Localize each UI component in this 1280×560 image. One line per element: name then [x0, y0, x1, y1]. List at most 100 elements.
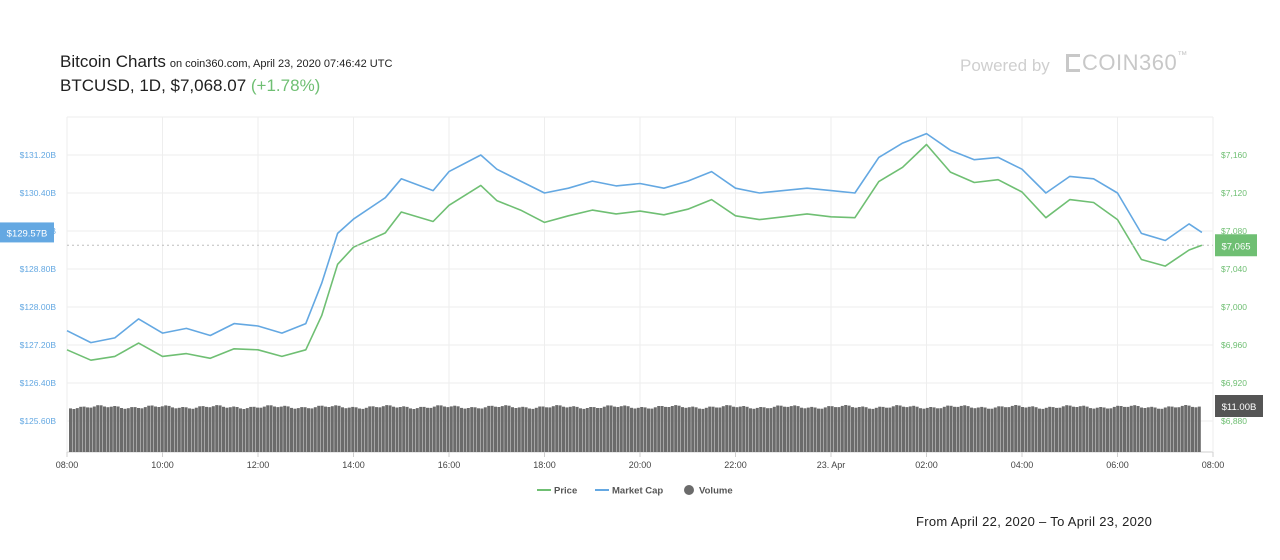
- volume-bar: [409, 408, 412, 452]
- volume-badge-label: $11.00B: [1222, 402, 1257, 413]
- volume-bar: [613, 406, 616, 452]
- volume-bar: [752, 408, 756, 452]
- volume-bar: [837, 407, 841, 452]
- volume-bar: [1044, 407, 1048, 452]
- chart-grid: [66, 116, 1214, 453]
- volume-bar: [1167, 406, 1171, 452]
- volume-bar: [820, 408, 824, 452]
- volume-bar: [446, 407, 450, 452]
- volume-bar: [1010, 405, 1014, 452]
- volume-bar: [1136, 406, 1140, 452]
- volume-bar: [677, 405, 681, 452]
- volume-bar: [249, 406, 253, 452]
- volume-bar: [908, 406, 912, 452]
- volume-bar: [732, 406, 735, 452]
- volume-bar: [1112, 406, 1116, 452]
- volume-bar: [1031, 406, 1035, 452]
- legend-item[interactable]: Volume: [684, 485, 733, 497]
- volume-bar: [341, 407, 344, 452]
- volume-bar: [96, 405, 100, 452]
- volume-bar: [742, 406, 746, 452]
- volume-bar: [568, 406, 572, 452]
- right-tick-label: $7,000: [1221, 302, 1247, 312]
- volume-bar: [300, 407, 304, 452]
- volume-bar: [256, 407, 259, 452]
- volume-bar: [725, 405, 729, 452]
- volume-bar: [422, 406, 426, 452]
- volume-bar: [548, 407, 552, 452]
- volume-bar: [252, 406, 256, 452]
- volume-bar: [466, 408, 470, 452]
- volume-bar: [1106, 408, 1109, 452]
- volume-bar: [779, 405, 783, 452]
- x-tick-label: 04:00: [1011, 460, 1034, 470]
- volume-bar: [783, 406, 786, 452]
- volume-bar: [72, 409, 76, 452]
- volume-bar: [181, 407, 185, 452]
- volume-bar: [919, 408, 922, 452]
- x-tick-label: 18:00: [533, 460, 556, 470]
- volume-bar: [997, 406, 1001, 452]
- page-title: Bitcoin Charts: [60, 52, 166, 71]
- volume-bar: [470, 407, 474, 452]
- volume-bar: [885, 407, 888, 452]
- chart-legend: Price Market Cap Volume: [537, 485, 733, 497]
- volume-bar: [1058, 407, 1062, 452]
- volume-bar: [902, 406, 905, 452]
- volume-bar: [1153, 407, 1157, 452]
- volume-bar: [582, 408, 586, 452]
- volume-bar: [504, 405, 508, 452]
- volume-bar: [157, 407, 161, 452]
- legend-item[interactable]: Market Cap: [595, 486, 663, 497]
- axis-badges: $129.57B $7,065 $11.00B: [0, 222, 1263, 417]
- legend-item[interactable]: Price: [537, 486, 577, 497]
- volume-bar: [1174, 407, 1177, 452]
- volume-bar: [1055, 407, 1058, 452]
- volume-bar: [834, 407, 837, 452]
- volume-bar: [708, 406, 712, 452]
- brand-name: COIN360: [1082, 50, 1178, 75]
- volume-bar: [218, 405, 222, 452]
- volume-bar: [660, 406, 664, 452]
- right-tick-label: $7,120: [1221, 188, 1247, 198]
- volume-bar: [630, 407, 633, 452]
- volume-bar: [602, 406, 606, 452]
- volume-bar: [439, 405, 443, 452]
- volume-bar: [395, 407, 399, 452]
- volume-bar: [579, 408, 582, 452]
- volume-bar: [619, 406, 623, 452]
- volume-bar: [1160, 408, 1164, 452]
- volume-bar: [517, 407, 521, 452]
- volume-bar: [79, 406, 83, 452]
- right-tick-label: $7,080: [1221, 226, 1247, 236]
- brand-logo[interactable]: COIN360™: [1066, 50, 1188, 76]
- volume-bar: [456, 406, 460, 452]
- date-range: From April 22, 2020 – To April 23, 2020: [916, 514, 1153, 529]
- x-tick-label: 20:00: [629, 460, 652, 470]
- volume-bar: [565, 407, 569, 452]
- volume-bar: [1140, 407, 1143, 452]
- volume-bar: [286, 406, 290, 452]
- volume-bar: [1191, 406, 1194, 452]
- volume-bar: [980, 406, 984, 452]
- volume-bar: [473, 407, 477, 452]
- volume-bar: [1194, 407, 1198, 452]
- volume-bar: [993, 407, 997, 452]
- volume-bar: [657, 406, 661, 452]
- volume-bar: [1187, 405, 1191, 452]
- volume-bar: [184, 407, 188, 452]
- volume-bar: [1027, 406, 1031, 452]
- volume-bar: [460, 407, 463, 452]
- volume-bar: [82, 406, 86, 452]
- volume-bars: [69, 405, 1201, 452]
- volume-bar: [769, 408, 773, 452]
- volume-bar: [385, 405, 389, 452]
- volume-bar: [704, 407, 708, 452]
- left-tick-label: $128.80B: [20, 264, 57, 274]
- volume-bar: [86, 407, 89, 452]
- volume-bar: [147, 405, 151, 452]
- volume-bar: [167, 405, 171, 452]
- volume-bar: [959, 405, 963, 452]
- volume-bar: [1021, 407, 1024, 452]
